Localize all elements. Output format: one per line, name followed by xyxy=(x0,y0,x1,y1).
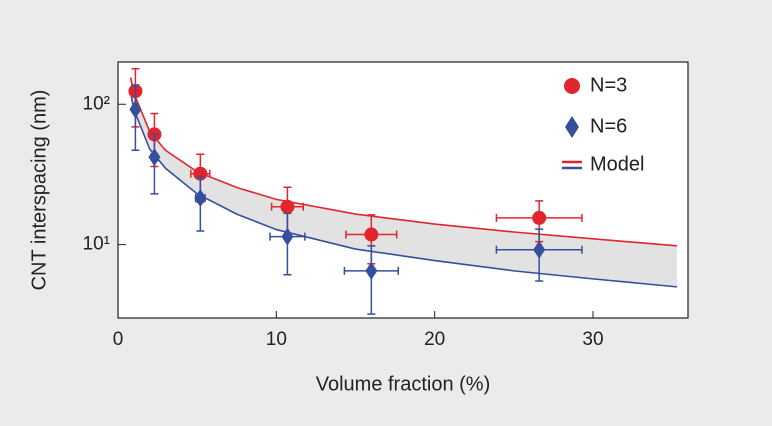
legend-label: N=3 xyxy=(590,74,627,96)
model-curve xyxy=(129,77,677,247)
y-axis-label: CNT interspacing (nm) xyxy=(28,90,50,291)
plot-frame xyxy=(117,61,689,319)
data-point xyxy=(281,227,294,246)
data-point xyxy=(365,261,378,280)
legend-label: N=6 xyxy=(590,115,627,137)
data-point xyxy=(532,210,547,225)
legend-label: Model xyxy=(590,153,644,175)
data-point xyxy=(148,148,161,167)
error-bars xyxy=(343,245,399,315)
x-tick-label: 30 xyxy=(582,329,603,350)
data-point xyxy=(129,100,142,119)
y-tick-label: 10² xyxy=(83,93,110,114)
data-point xyxy=(194,188,207,207)
x-tick-label: 20 xyxy=(424,329,445,350)
y-tick-label: 10¹ xyxy=(83,234,110,255)
plot-layer xyxy=(129,77,677,288)
legend-marker xyxy=(564,78,580,94)
data-point xyxy=(364,227,379,242)
data-point xyxy=(280,199,295,214)
legend-marker xyxy=(565,116,579,138)
x-tick-label: 10 xyxy=(266,329,287,350)
data-point xyxy=(533,240,546,259)
x-axis-label: Volume fraction (%) xyxy=(316,373,491,395)
x-tick-label: 0 xyxy=(113,329,124,350)
y-error-bar xyxy=(367,245,376,315)
model-curve xyxy=(129,92,677,288)
